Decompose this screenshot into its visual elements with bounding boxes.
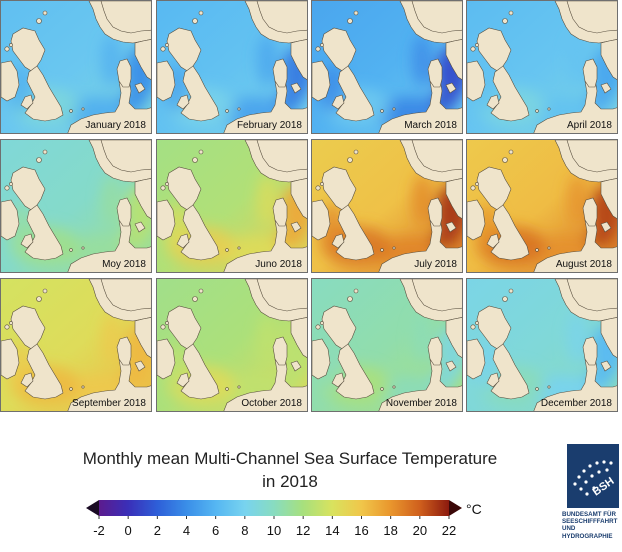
sst-map: [157, 279, 307, 411]
sst-map: [467, 1, 617, 133]
month-panel: October 2018: [156, 278, 308, 412]
month-label: Moy 2018: [102, 259, 146, 270]
sst-map: [312, 1, 462, 133]
month-panel: April 2018: [466, 0, 618, 134]
map-title-year: in 2018: [262, 472, 318, 491]
sst-map: [467, 279, 617, 411]
colorbar-tick-label: 4: [182, 523, 191, 538]
sst-map-grid: January 2018 February 2018 March 2018 April…: [0, 0, 618, 412]
temperature-colorbar: [86, 500, 462, 519]
month-panel: November 2018: [311, 278, 463, 412]
colorbar-tick-label: 16: [354, 523, 369, 538]
bsh-logo-text: BUNDESAMT FÜR SEESCHIFFFAHRT UND HYDROGR…: [562, 511, 618, 540]
sst-map: [312, 140, 462, 272]
colorbar-tick-label: 12: [295, 523, 311, 538]
colorbar-max-arrow: [449, 500, 462, 516]
month-panel: January 2018: [0, 0, 152, 134]
month-panel: December 2018: [466, 278, 618, 412]
colorbar-tick-label: 6: [212, 523, 220, 538]
colorbar-tick-label: -2: [93, 523, 105, 538]
colorbar-tick-label: 14: [325, 523, 340, 538]
month-label: August 2018: [555, 259, 612, 270]
sst-map: [1, 1, 151, 133]
month-panel: March 2018: [311, 0, 463, 134]
month-label: July 2018: [414, 259, 457, 270]
colorbar-tick-label: 18: [383, 523, 398, 538]
map-title: Monthly mean Multi-Channel Sea Surface T…: [82, 449, 498, 468]
month-label: October 2018: [241, 398, 302, 409]
month-label: January 2018: [85, 120, 146, 131]
colorbar-min-arrow: [86, 500, 99, 516]
month-label: Juno 2018: [255, 259, 302, 270]
sst-map: [1, 279, 151, 411]
sst-map: [1, 140, 151, 272]
month-label: December 2018: [540, 398, 612, 409]
month-label: March 2018: [404, 120, 457, 131]
month-label: September 2018: [72, 398, 146, 409]
colorbar-tick-label: 8: [241, 523, 249, 538]
month-panel: September 2018: [0, 278, 152, 412]
month-label: February 2018: [236, 120, 302, 131]
colorbar-tick-label: 20: [412, 523, 428, 538]
colorbar-tick-label: 10: [266, 523, 282, 538]
sst-map: [157, 140, 307, 272]
month-label: November 2018: [385, 398, 457, 409]
sst-map: [467, 140, 617, 272]
month-panel: Moy 2018: [0, 139, 152, 273]
sst-map: [157, 1, 307, 133]
month-panel: August 2018: [466, 139, 618, 273]
bsh-logo-mark: BSH: [573, 460, 617, 498]
month-label: April 2018: [566, 120, 612, 131]
bsh-logo-icon: BSH: [567, 444, 619, 508]
colorbar-tick-label: 2: [153, 523, 161, 538]
month-panel: February 2018: [156, 0, 308, 134]
month-panel: July 2018: [311, 139, 463, 273]
month-panel: Juno 2018: [156, 139, 308, 273]
colorbar-gradient: [99, 500, 449, 516]
sst-map: [312, 279, 462, 411]
colorbar-tick-label: 0: [124, 523, 132, 538]
colorbar-unit: °C: [466, 501, 482, 517]
colorbar-tick-label: 22: [441, 523, 457, 538]
bsh-logo-letters: BSH: [591, 475, 617, 498]
